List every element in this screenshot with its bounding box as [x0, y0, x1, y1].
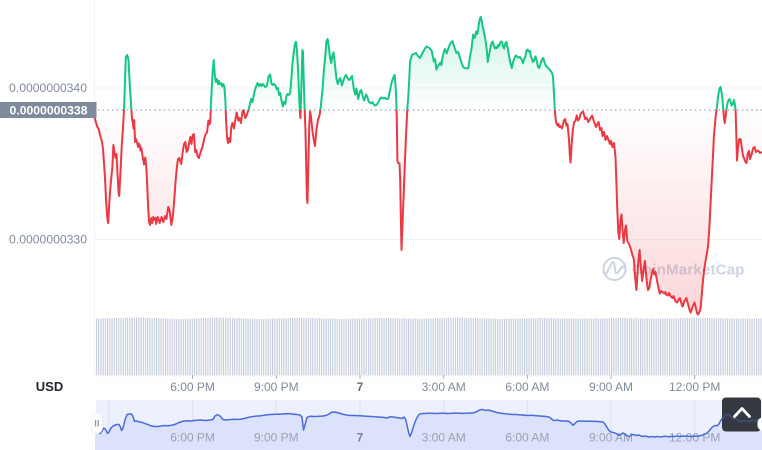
- svg-text:6:00 AM: 6:00 AM: [505, 431, 549, 445]
- svg-text:9:00 PM: 9:00 PM: [254, 431, 299, 445]
- svg-text:12:00 PM: 12:00 PM: [669, 431, 720, 445]
- svg-text:9:00 AM: 9:00 AM: [589, 380, 633, 394]
- svg-text:0.0000000330: 0.0000000330: [9, 233, 87, 247]
- svg-text:6:00 PM: 6:00 PM: [170, 380, 215, 394]
- svg-text:6:00 AM: 6:00 AM: [505, 380, 549, 394]
- svg-text:7: 7: [357, 431, 364, 445]
- svg-text:3:00 AM: 3:00 AM: [422, 431, 466, 445]
- svg-text:0.0000000340: 0.0000000340: [9, 81, 87, 95]
- svg-text:12:00 PM: 12:00 PM: [669, 380, 720, 394]
- svg-text:USD: USD: [36, 379, 63, 394]
- svg-text:6:00 PM: 6:00 PM: [170, 431, 215, 445]
- svg-text:7: 7: [357, 380, 364, 394]
- svg-text:0.0000000338: 0.0000000338: [10, 104, 88, 118]
- svg-text:9:00 PM: 9:00 PM: [254, 380, 299, 394]
- svg-text:3:00 AM: 3:00 AM: [422, 380, 466, 394]
